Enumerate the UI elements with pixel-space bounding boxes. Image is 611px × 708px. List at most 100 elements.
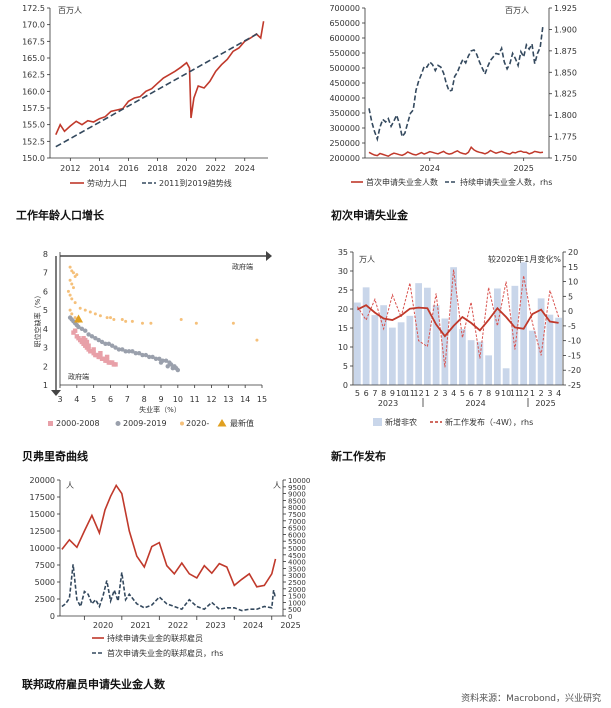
legend-label: 新工作发布（-4W），rhs xyxy=(445,417,533,427)
point-2009-2019 xyxy=(150,354,155,360)
bar-nonfarm xyxy=(380,305,387,385)
caption-initial-claims: 初次申请失业金 xyxy=(331,209,408,222)
point-2009-2019 xyxy=(109,343,115,348)
point-2009-2019 xyxy=(133,350,138,356)
x-tick-label: 6 xyxy=(364,389,369,398)
point-2009-2019 xyxy=(143,352,149,358)
y-tick-label: 172.5 xyxy=(22,4,45,13)
x-tick-label: 2025 xyxy=(280,621,300,630)
chart-5-svg: 0250050007500100001250015000175002000005… xyxy=(30,476,311,658)
bar-nonfarm xyxy=(371,315,379,385)
y-tick-right-label: 0 xyxy=(288,613,292,621)
unit-label: 百万人 xyxy=(505,6,529,15)
x-tick-label: 8 xyxy=(486,389,491,398)
y-tick-right-label: 5 xyxy=(568,292,573,301)
caption-beveridge-curve: 贝弗里奇曲线 xyxy=(22,450,88,463)
y-tick-label: 8 xyxy=(43,250,48,259)
x-tick-label: 9 xyxy=(495,389,500,398)
x-tick-label: 9 xyxy=(390,389,395,398)
y-tick-right-label: -20 xyxy=(568,366,581,375)
point-2009-2019 xyxy=(123,349,128,354)
x-tick-label: 12 xyxy=(519,389,529,398)
y-tick-label: 170.0 xyxy=(22,21,45,30)
x-tick-label: 6 xyxy=(108,395,113,404)
point-2009-2019 xyxy=(116,347,122,352)
legend-label: 2020- xyxy=(186,419,209,428)
point-2000-2008 xyxy=(72,328,78,333)
point-2009-2019 xyxy=(99,339,105,345)
point-2009-2019 xyxy=(93,336,98,341)
bar-nonfarm xyxy=(432,305,440,385)
x-tick-label: 2012 xyxy=(60,164,80,173)
y-tick-label: 10000 xyxy=(30,544,55,553)
caption-working-age-population: 工作年龄人口增长 xyxy=(16,209,104,222)
y-tick-label: 3 xyxy=(43,344,48,353)
y-tick-label: 15000 xyxy=(30,510,55,519)
bar-nonfarm xyxy=(511,285,519,385)
x-tick-label: 8 xyxy=(142,395,147,404)
point-2009-2019 xyxy=(165,364,170,369)
x-tick-label: 10 xyxy=(501,389,511,398)
bar-nonfarm xyxy=(389,327,396,385)
y-tick-label: 250000 xyxy=(329,139,360,148)
point-2000-2008 xyxy=(91,347,96,352)
point-2020 xyxy=(66,289,70,293)
point-2020 xyxy=(109,316,112,320)
x-tick-label: 4 xyxy=(74,395,79,404)
x-tick-label: 5 xyxy=(91,395,96,404)
x-axis-title: 失业率（%） xyxy=(139,405,181,414)
point-2009-2019 xyxy=(130,349,135,354)
y-tick-label: 25 xyxy=(338,286,348,295)
legend-label: 首次申请失业金人数 xyxy=(366,177,438,187)
y-tick-label: 500000 xyxy=(329,64,360,73)
point-2009-2019 xyxy=(163,358,169,363)
point-2020 xyxy=(140,321,144,325)
point-2020 xyxy=(231,321,235,325)
y-tick-label: 450000 xyxy=(329,79,360,88)
bar-nonfarm xyxy=(476,341,484,385)
y-tick-right-label: 10 xyxy=(568,278,578,287)
y-tick-right-label: 3000 xyxy=(288,572,306,580)
y-tick-label: 400000 xyxy=(329,94,360,103)
y-tick-label: 5000 xyxy=(35,578,55,587)
arrow-head-down xyxy=(51,390,61,396)
point-2020 xyxy=(71,271,75,275)
x-tick-label: 5 xyxy=(460,389,465,398)
y-tick-right-label: 1.850 xyxy=(554,68,577,77)
chart-1-svg: 150.0 152.5 155.0 157.5 160.0 162.5 165.0 167.5… xyxy=(22,4,268,188)
y-tick-right-label: 0 xyxy=(568,307,573,316)
y-tick-right-label: 3500 xyxy=(288,565,306,573)
y-tick-right-label: 5000 xyxy=(288,545,306,553)
point-2020 xyxy=(105,316,109,320)
chart-working-age-population: 150.0 152.5 155.0 157.5 160.0 162.5 165.0 167.5… xyxy=(0,0,300,205)
arrow-head-right xyxy=(266,251,272,261)
y-tick-right-label: -10 xyxy=(568,337,581,346)
bar-nonfarm xyxy=(546,314,554,385)
x-year-label: 2024 xyxy=(465,399,485,408)
point-2020 xyxy=(73,301,77,305)
point-2020 xyxy=(179,318,183,321)
y-tick-right-label: 5500 xyxy=(288,538,306,546)
point-2009-2019 xyxy=(103,341,108,347)
legend-label: 2000-2008 xyxy=(56,419,100,428)
y-tick-right-label: 4500 xyxy=(288,552,306,560)
x-tick-label: 12 xyxy=(206,395,216,404)
x-tick-label: 7 xyxy=(125,395,130,404)
y-tick-right-label: 8500 xyxy=(288,497,306,505)
bar-nonfarm xyxy=(362,287,370,385)
point-2009-2019 xyxy=(158,360,164,365)
legend-swatch xyxy=(373,418,382,426)
x-tick-label: 2014 xyxy=(89,164,109,173)
point-2009-2019 xyxy=(147,354,152,360)
x-tick-label: 8 xyxy=(381,389,386,398)
y-tick-label: 162.5 xyxy=(22,71,45,80)
legend-label: 2009-2019 xyxy=(123,419,167,428)
x-tick-label: 2018 xyxy=(147,164,167,173)
x-tick-label: 4 xyxy=(556,389,561,398)
point-2009-2019 xyxy=(157,356,162,361)
x-tick-label: 1 xyxy=(530,389,535,398)
y-tick-label: 155.0 xyxy=(22,121,45,130)
series-line-job-postings xyxy=(356,304,559,338)
point-2020 xyxy=(70,312,74,316)
